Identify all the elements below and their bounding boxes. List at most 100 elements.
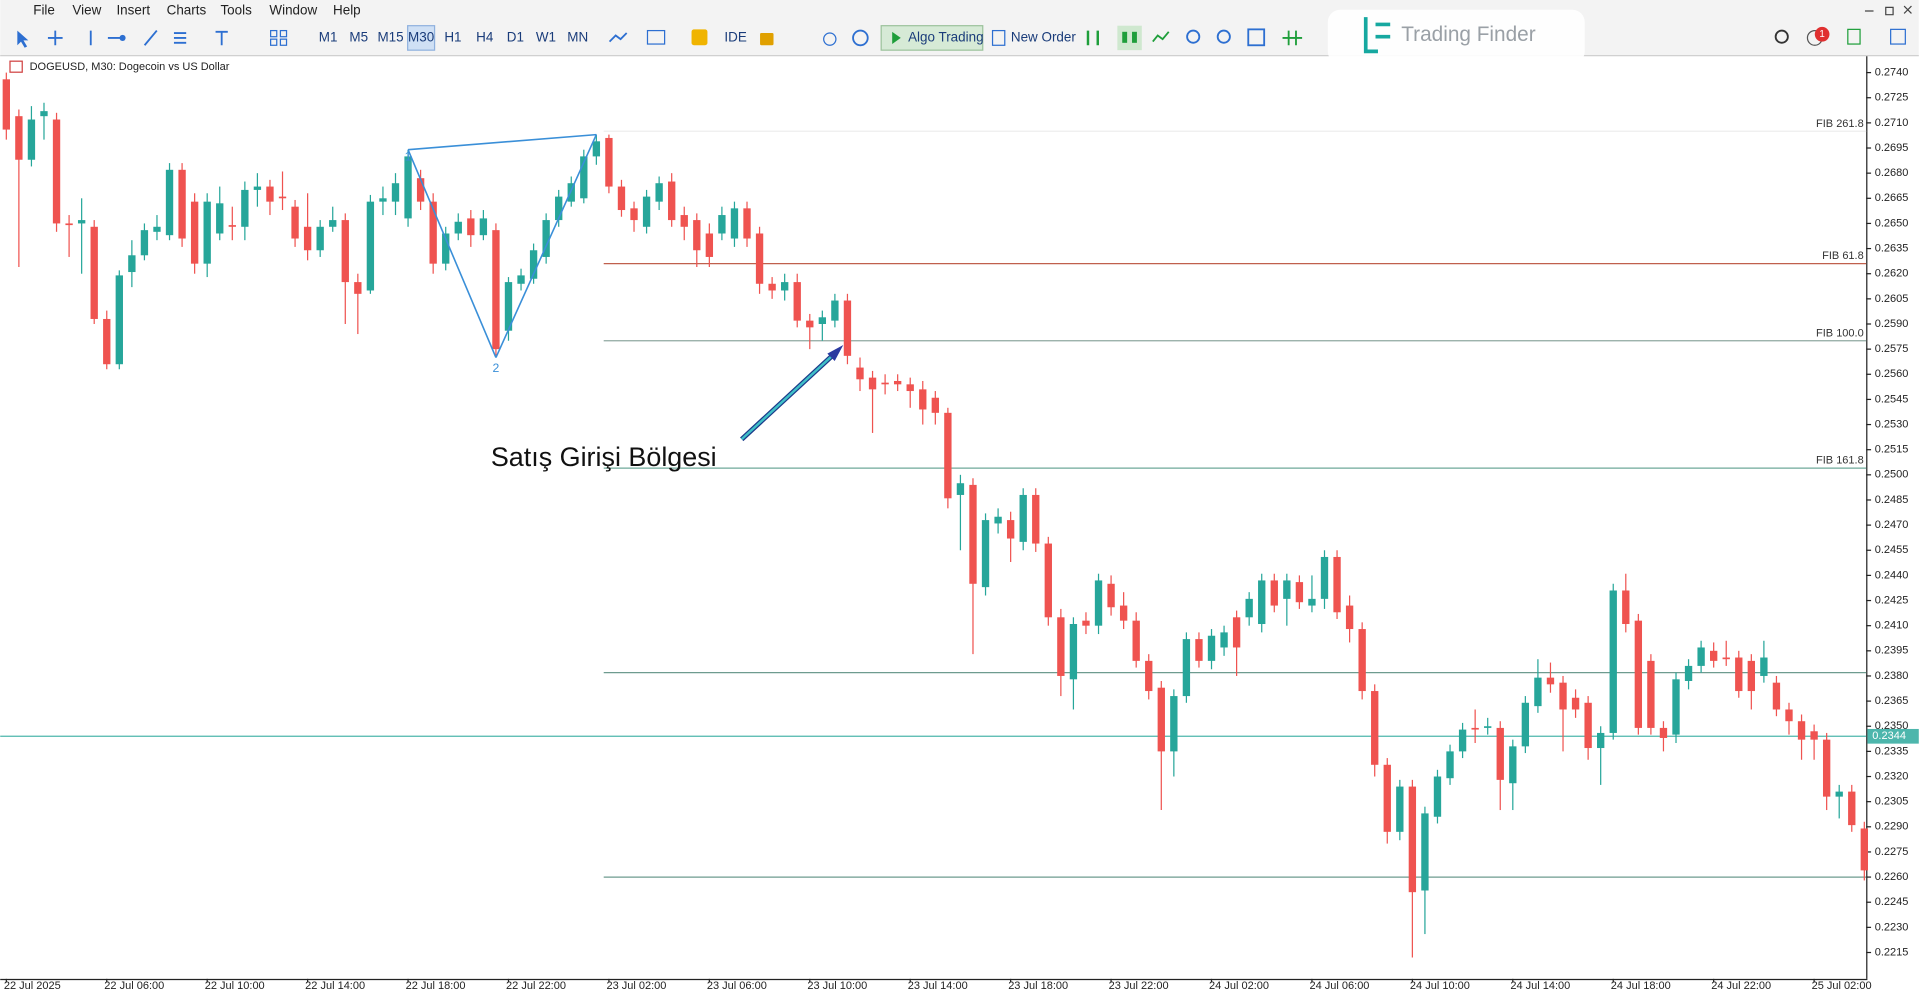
pattern-point-label: 2 [493, 361, 500, 375]
y-tick-label: 0.2440 [1875, 569, 1909, 581]
menu-item[interactable]: View [72, 3, 101, 18]
y-tick-label: 0.2215 [1875, 946, 1909, 958]
x-tick-label: 23 Jul 02:00 [606, 980, 666, 992]
algo-trading-label[interactable]: Algo Trading [908, 29, 983, 44]
cursor-icon[interactable] [17, 30, 29, 48]
bar-chart-icon[interactable] [1086, 30, 1099, 46]
timeframe-button[interactable]: M30 [408, 29, 434, 44]
shapes-icon[interactable] [270, 29, 278, 38]
line-chart-icon[interactable] [1152, 31, 1170, 43]
x-tick-label: 23 Jul 22:00 [1109, 980, 1169, 992]
candle-body [743, 208, 751, 239]
indicator-icon[interactable] [608, 32, 628, 43]
y-tick-label: 0.2470 [1875, 519, 1909, 531]
candle-body [1546, 677, 1555, 685]
candle-body [2, 79, 10, 130]
candle-body [1371, 691, 1379, 765]
zoom-in-icon[interactable] [1186, 29, 1201, 44]
pattern-line [407, 133, 597, 151]
candle-body [831, 300, 839, 321]
candle-body [253, 186, 262, 190]
new-order-label[interactable]: New Order [1011, 29, 1076, 44]
candle-body [1258, 580, 1266, 625]
candle-icon [1132, 31, 1137, 43]
candle-body [90, 226, 98, 319]
chart-title: DOGEUSD, M30: Dogecoin vs US Dollar [30, 61, 230, 73]
candle-body [278, 196, 287, 199]
template-icon[interactable] [646, 29, 666, 45]
candle-body [630, 208, 638, 221]
timeframe-button[interactable]: H4 [476, 29, 494, 44]
y-tick-label: 0.2680 [1875, 167, 1909, 179]
timeframe-button[interactable]: M15 [377, 29, 403, 44]
candle-body [981, 520, 990, 588]
shapes-icon[interactable] [279, 38, 288, 46]
candle-body [1735, 657, 1743, 692]
cloud-icon[interactable] [823, 32, 837, 46]
candle-body [843, 300, 852, 356]
y-tick-label: 0.2410 [1875, 620, 1909, 632]
y-tick-label: 0.2365 [1875, 695, 1909, 707]
notification-badge [1814, 26, 1830, 42]
brand-box [1327, 9, 1585, 64]
menu-item[interactable]: Window [269, 3, 317, 18]
candle-body [693, 220, 701, 251]
draw-icons[interactable] [143, 30, 187, 46]
order-icon[interactable] [991, 29, 1006, 46]
grid-icon[interactable] [1247, 28, 1266, 47]
candle-body [1634, 620, 1643, 728]
ide-button[interactable]: IDE [724, 29, 746, 44]
current-price-label: 0.2344 [1872, 730, 1906, 742]
timeframe-button[interactable]: M5 [349, 29, 368, 44]
candle-body [1772, 682, 1781, 710]
menu-item[interactable]: Charts [167, 3, 207, 18]
zoom-out-icon[interactable] [1216, 29, 1231, 44]
menu-item[interactable]: File [33, 3, 55, 18]
y-tick-label: 0.2395 [1875, 645, 1909, 657]
timeframe-button[interactable]: H1 [444, 29, 461, 44]
autoscroll-icon[interactable] [1282, 30, 1303, 46]
timeframe-button[interactable]: D1 [507, 29, 524, 44]
window-controls[interactable] [1864, 5, 1912, 16]
shapes-icon[interactable] [279, 29, 288, 38]
text-icon[interactable] [215, 30, 228, 46]
candle-body [781, 282, 789, 291]
candle-body [642, 196, 651, 227]
candle-body [190, 201, 199, 264]
candle-body [881, 382, 889, 385]
signal-icon[interactable] [1847, 28, 1861, 45]
menu-item[interactable]: Insert [116, 3, 150, 18]
candle-body [755, 233, 764, 284]
timeframe-button[interactable]: W1 [536, 29, 556, 44]
candle-body [1207, 635, 1216, 661]
candle-body [1232, 617, 1241, 648]
search-icon[interactable] [1774, 29, 1789, 44]
hline-icon[interactable] [119, 34, 126, 41]
pattern-line [407, 149, 497, 358]
vps-icon[interactable] [852, 29, 869, 47]
candle-body [241, 189, 249, 227]
timeframe-button[interactable]: MN [567, 29, 588, 44]
candle-body [341, 220, 349, 283]
candle-chart-selected[interactable] [1117, 25, 1142, 51]
candle-body [529, 250, 538, 279]
menu-item[interactable]: Tools [220, 3, 252, 18]
crosshair-icon[interactable] [47, 30, 63, 46]
y-tick-label: 0.2260 [1875, 871, 1909, 883]
candle-body [1709, 650, 1718, 661]
candle-body [1421, 813, 1429, 891]
candle-body [655, 183, 663, 202]
market-icon[interactable] [691, 29, 708, 46]
x-tick-label: 22 Jul 2025 [4, 980, 61, 992]
menu-item[interactable]: Help [333, 3, 361, 18]
candle-body [1383, 764, 1391, 832]
timeframe-button[interactable]: M1 [319, 29, 338, 44]
arrow-head [827, 345, 844, 361]
candle-body [1195, 639, 1203, 661]
candle-body [567, 183, 575, 202]
layout-icon[interactable] [1890, 28, 1906, 45]
y-tick-label: 0.2275 [1875, 846, 1909, 858]
lock-icon[interactable] [760, 33, 774, 46]
shapes-icon[interactable] [270, 38, 278, 46]
candle-body [1408, 786, 1417, 893]
